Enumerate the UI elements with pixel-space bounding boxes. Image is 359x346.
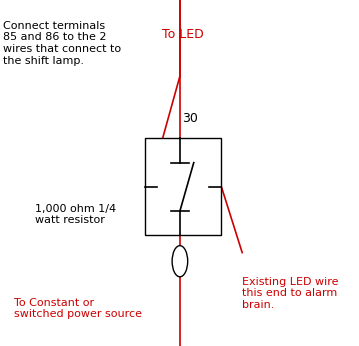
- Bar: [145, 138, 222, 235]
- Text: Existing LED wire
this end to alarm
brain.: Existing LED wire this end to alarm brai…: [242, 277, 339, 310]
- Text: To Constant or
switched power source: To Constant or switched power source: [14, 298, 142, 319]
- Text: Connect terminals
85 and 86 to the 2
wires that connect to
the shift lamp.: Connect terminals 85 and 86 to the 2 wir…: [4, 21, 122, 65]
- Text: 1,000 ohm 1/4
watt resistor: 1,000 ohm 1/4 watt resistor: [34, 204, 116, 225]
- Text: 30: 30: [182, 111, 198, 125]
- Text: To LED: To LED: [163, 28, 204, 41]
- Ellipse shape: [172, 246, 188, 277]
